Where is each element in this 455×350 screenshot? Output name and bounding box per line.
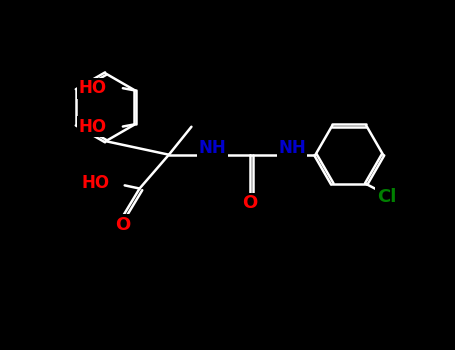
Text: HO: HO xyxy=(82,174,110,192)
Text: HO: HO xyxy=(79,118,106,135)
Text: NH: NH xyxy=(278,139,306,157)
Text: NH: NH xyxy=(199,139,227,157)
Text: HO: HO xyxy=(79,79,106,97)
Text: O: O xyxy=(243,194,258,212)
Text: O: O xyxy=(115,216,131,233)
Text: Cl: Cl xyxy=(377,188,396,205)
